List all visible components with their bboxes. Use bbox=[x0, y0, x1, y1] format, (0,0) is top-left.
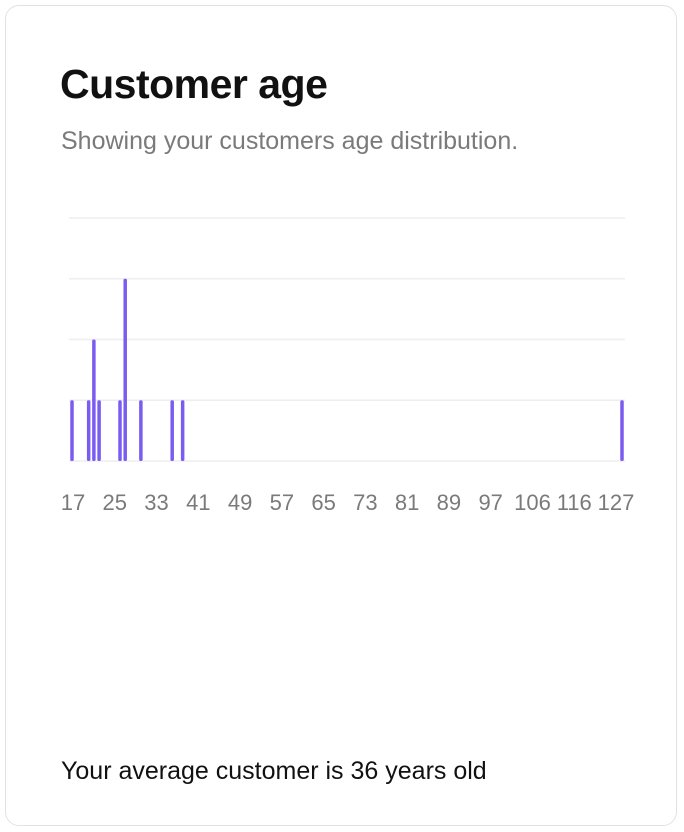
age-bar[interactable] bbox=[620, 400, 624, 461]
card-subtitle: Showing your customers age distribution. bbox=[61, 127, 519, 155]
age-bar[interactable] bbox=[86, 400, 91, 461]
age-bar[interactable] bbox=[70, 400, 74, 461]
x-tick-label: 127 bbox=[598, 490, 635, 515]
age-bar[interactable] bbox=[123, 278, 127, 461]
x-tick-label: 49 bbox=[228, 490, 252, 515]
age-bar[interactable] bbox=[139, 400, 143, 461]
x-tick-label: 25 bbox=[103, 490, 127, 515]
x-tick-label: 116 bbox=[557, 490, 592, 515]
age-bar[interactable] bbox=[92, 339, 96, 462]
age-bar[interactable] bbox=[118, 400, 122, 461]
x-tick-label: 57 bbox=[270, 490, 294, 515]
age-distribution-chart: 17 25 33 41 49 57 65 73 81 89 97 106 116 127 bbox=[61, 217, 635, 515]
age-bar[interactable] bbox=[170, 400, 174, 461]
x-tick-label: 65 bbox=[311, 490, 335, 515]
x-tick-label: 106 bbox=[514, 490, 551, 515]
x-tick-label: 41 bbox=[186, 490, 210, 515]
card-title: Customer age bbox=[60, 61, 328, 107]
x-tick-label: 17 bbox=[61, 490, 85, 515]
x-tick-label: 97 bbox=[478, 490, 502, 515]
age-bar[interactable] bbox=[180, 400, 185, 461]
x-tick-label: 89 bbox=[437, 490, 461, 515]
x-tick-label: 81 bbox=[395, 490, 419, 515]
age-bar[interactable] bbox=[97, 400, 101, 461]
x-tick-label: 33 bbox=[144, 490, 168, 515]
average-age-summary: Your average customer is 36 years old bbox=[61, 757, 487, 785]
x-tick-label: 73 bbox=[353, 490, 377, 515]
customer-age-card: Customer age Showing your customers age … bbox=[5, 5, 677, 826]
